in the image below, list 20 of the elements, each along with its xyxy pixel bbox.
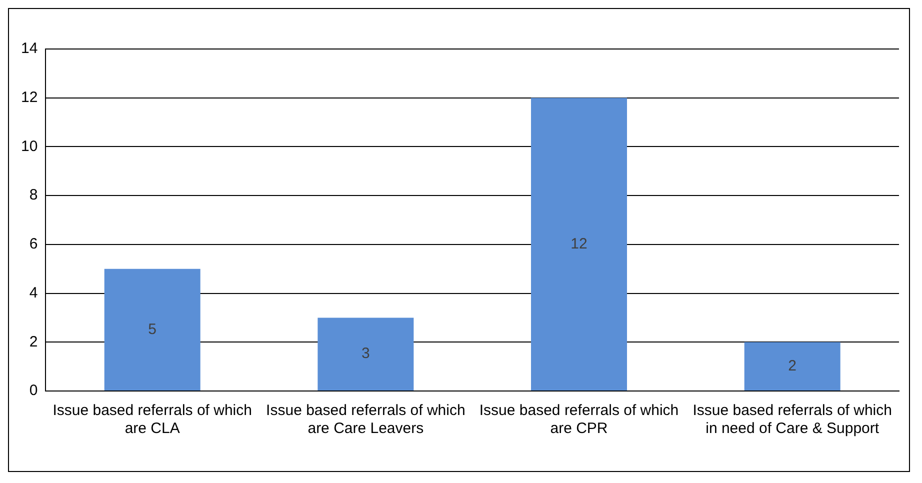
y-tick-label: 10 xyxy=(20,138,38,155)
bar xyxy=(318,318,414,390)
y-tick-label: 4 xyxy=(29,284,38,302)
y-tick-label: 12 xyxy=(20,89,38,106)
data-label: 5 xyxy=(148,320,157,338)
x-tick-label: Issue based referrals of which are CPR xyxy=(479,402,679,438)
data-label: 12 xyxy=(570,235,588,252)
y-tick-label: 2 xyxy=(29,333,38,350)
x-tick-label: Issue based referrals of which are CLA xyxy=(52,402,252,438)
bar xyxy=(531,98,628,390)
y-tick-label: 8 xyxy=(29,186,38,204)
bar xyxy=(104,268,200,390)
bar xyxy=(744,342,840,390)
x-tick-label: Issue based referrals of which in need of Care & Support xyxy=(692,402,892,438)
y-tick-label: 14 xyxy=(20,40,38,58)
y-tick-label: 6 xyxy=(29,236,38,253)
data-label: 2 xyxy=(788,357,797,374)
data-label: 3 xyxy=(362,345,370,362)
x-tick-label: Issue based referrals of which are Care Leavers xyxy=(266,402,466,438)
y-tick-label: 0 xyxy=(29,382,38,400)
